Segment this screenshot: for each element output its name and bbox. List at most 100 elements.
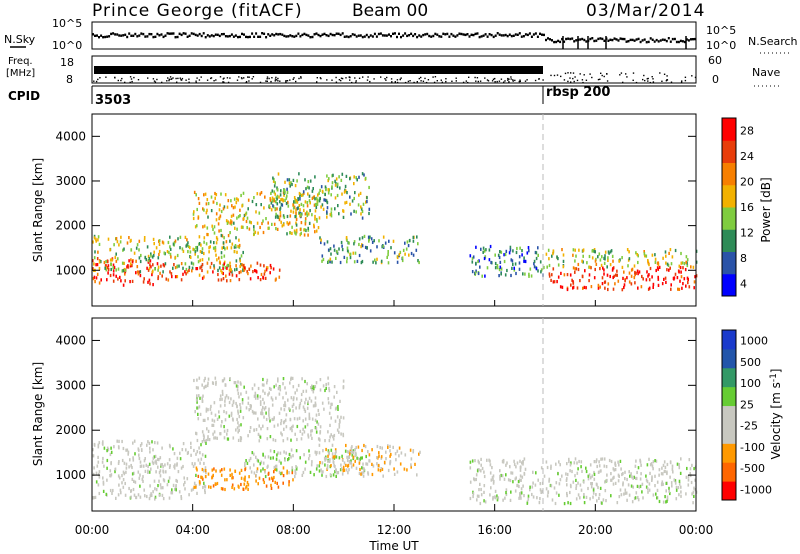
data-cell bbox=[490, 486, 492, 490]
data-cell bbox=[678, 493, 680, 497]
data-cell bbox=[279, 207, 281, 211]
data-cell bbox=[261, 383, 264, 387]
data-cell bbox=[475, 269, 477, 273]
nave-mark bbox=[247, 76, 249, 78]
data-cell bbox=[610, 478, 613, 482]
data-cell bbox=[597, 286, 600, 290]
data-cell bbox=[207, 417, 209, 421]
data-cell bbox=[184, 487, 186, 491]
nave-mark bbox=[268, 77, 270, 80]
data-cell bbox=[155, 488, 158, 492]
data-cell bbox=[208, 485, 210, 489]
data-cell bbox=[131, 477, 134, 481]
data-cell bbox=[632, 476, 634, 480]
data-cell bbox=[517, 480, 520, 484]
data-cell bbox=[168, 250, 170, 255]
data-cell bbox=[658, 473, 660, 477]
noise-mark bbox=[279, 32, 282, 36]
data-cell bbox=[168, 496, 171, 500]
data-cell bbox=[406, 468, 408, 472]
noise-mark bbox=[440, 35, 443, 38]
data-cell bbox=[568, 457, 570, 461]
data-cell bbox=[181, 448, 184, 452]
data-cell bbox=[365, 200, 367, 204]
data-cell bbox=[342, 379, 345, 383]
data-cell bbox=[320, 468, 322, 472]
data-cell bbox=[410, 251, 413, 256]
noise-mark bbox=[687, 39, 690, 42]
data-cell bbox=[662, 472, 664, 476]
data-cell bbox=[328, 188, 330, 192]
noise-mark bbox=[120, 34, 123, 37]
data-cell bbox=[624, 470, 626, 474]
data-cell bbox=[480, 247, 482, 251]
data-cell bbox=[191, 269, 193, 273]
data-cell bbox=[325, 199, 328, 203]
nave-mark bbox=[626, 76, 628, 78]
nave-mark bbox=[222, 81, 224, 83]
data-cell bbox=[341, 192, 343, 196]
power-scatter-cells bbox=[92, 172, 698, 292]
nave-mark bbox=[425, 81, 428, 84]
data-cell bbox=[292, 402, 295, 406]
data-cell bbox=[350, 461, 352, 465]
data-cell bbox=[173, 241, 176, 245]
noise-mark bbox=[659, 39, 662, 42]
velocity-colorbar-tick-label: -1000 bbox=[740, 483, 772, 496]
data-cell bbox=[218, 415, 221, 419]
data-cell bbox=[219, 432, 221, 436]
data-cell bbox=[314, 401, 317, 405]
data-cell bbox=[270, 191, 272, 195]
data-cell bbox=[351, 445, 353, 449]
data-cell bbox=[376, 245, 378, 249]
noise-mark bbox=[226, 35, 229, 38]
data-cell bbox=[243, 213, 246, 218]
data-cell bbox=[304, 222, 307, 226]
data-cell bbox=[308, 412, 311, 416]
data-cell bbox=[321, 189, 324, 193]
data-cell bbox=[693, 467, 695, 471]
data-cell bbox=[276, 186, 278, 190]
data-cell bbox=[524, 467, 527, 471]
data-cell bbox=[245, 219, 248, 224]
data-cell bbox=[276, 188, 279, 192]
data-cell bbox=[402, 248, 405, 252]
data-cell bbox=[291, 471, 294, 475]
data-cell bbox=[223, 254, 226, 258]
data-cell bbox=[650, 462, 653, 466]
data-cell bbox=[97, 472, 100, 477]
data-cell bbox=[666, 262, 669, 266]
data-cell bbox=[246, 461, 249, 465]
noise-mark bbox=[486, 35, 489, 38]
data-cell bbox=[157, 275, 160, 279]
data-cell bbox=[304, 228, 306, 232]
data-cell bbox=[154, 495, 157, 499]
nave-mark bbox=[105, 76, 107, 78]
data-cell bbox=[201, 430, 204, 434]
data-cell bbox=[149, 450, 151, 454]
data-cell bbox=[669, 475, 671, 479]
data-cell bbox=[645, 485, 648, 489]
data-cell bbox=[574, 270, 576, 274]
data-cell bbox=[201, 263, 204, 267]
data-cell bbox=[179, 246, 181, 250]
data-cell bbox=[309, 179, 312, 183]
nave-mark bbox=[514, 79, 516, 82]
data-cell bbox=[263, 264, 265, 268]
data-cell bbox=[331, 260, 333, 264]
data-cell bbox=[161, 446, 163, 450]
nave-mark bbox=[195, 80, 197, 82]
data-cell bbox=[319, 461, 321, 465]
data-cell bbox=[480, 469, 482, 473]
data-cell bbox=[193, 448, 195, 453]
data-cell bbox=[378, 239, 380, 243]
data-cell bbox=[319, 188, 321, 192]
data-cell bbox=[574, 457, 577, 461]
data-cell bbox=[480, 457, 482, 461]
noise-mark bbox=[96, 34, 98, 37]
data-cell bbox=[662, 463, 665, 467]
noise-mark bbox=[502, 34, 505, 37]
data-cell bbox=[418, 452, 420, 456]
noise-mark bbox=[585, 40, 588, 43]
data-cell bbox=[147, 440, 149, 444]
